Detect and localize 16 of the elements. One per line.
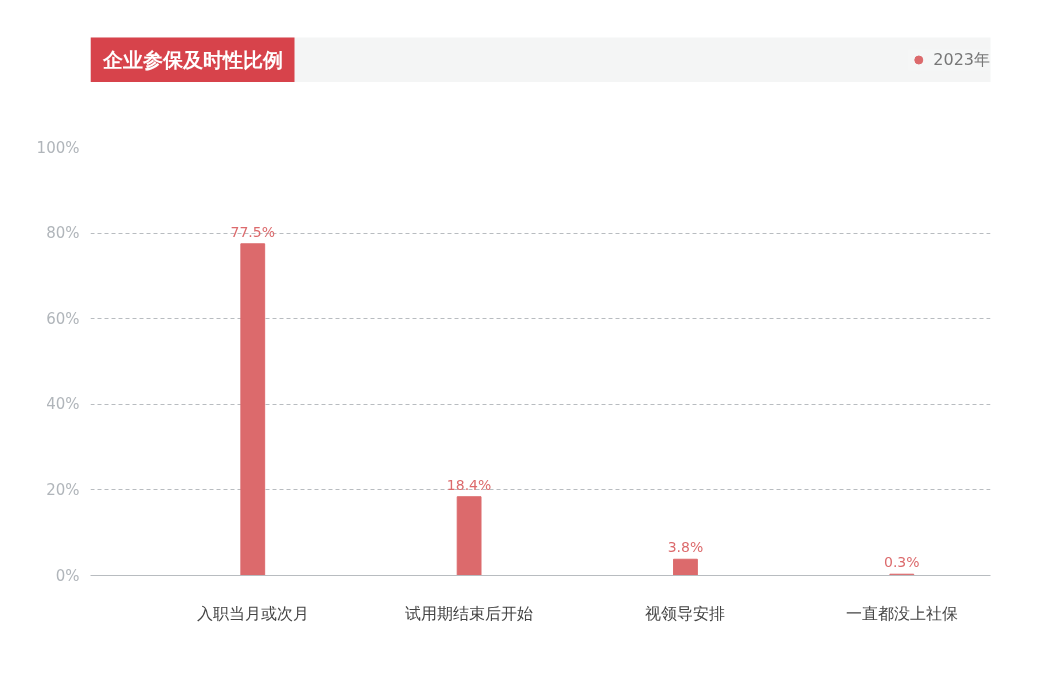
y-tick-label: 0% [55,566,80,585]
x-tick-label: 一直都没上社保 [845,603,958,623]
y-tick-label: 80% [46,224,80,243]
data-label: 3.8% [667,539,704,556]
y-tick-label: 20% [46,480,80,499]
data-label: 18.4% [446,476,492,493]
y-tick-label: 40% [46,395,80,414]
x-tick-label: 试用期结束后开始 [405,603,534,623]
x-tick-label: 入职当月或次月 [196,603,309,623]
x-tick-label: 视领导安排 [645,603,726,623]
data-label: 77.5% [230,223,276,240]
y-tick-label: 100% [36,138,80,157]
legend-label: 2023年 [933,49,990,70]
chart-title: 企业参保及时性比例 [101,48,283,72]
y-tick-label: 60% [46,309,80,328]
data-label: 0.3% [884,554,920,571]
